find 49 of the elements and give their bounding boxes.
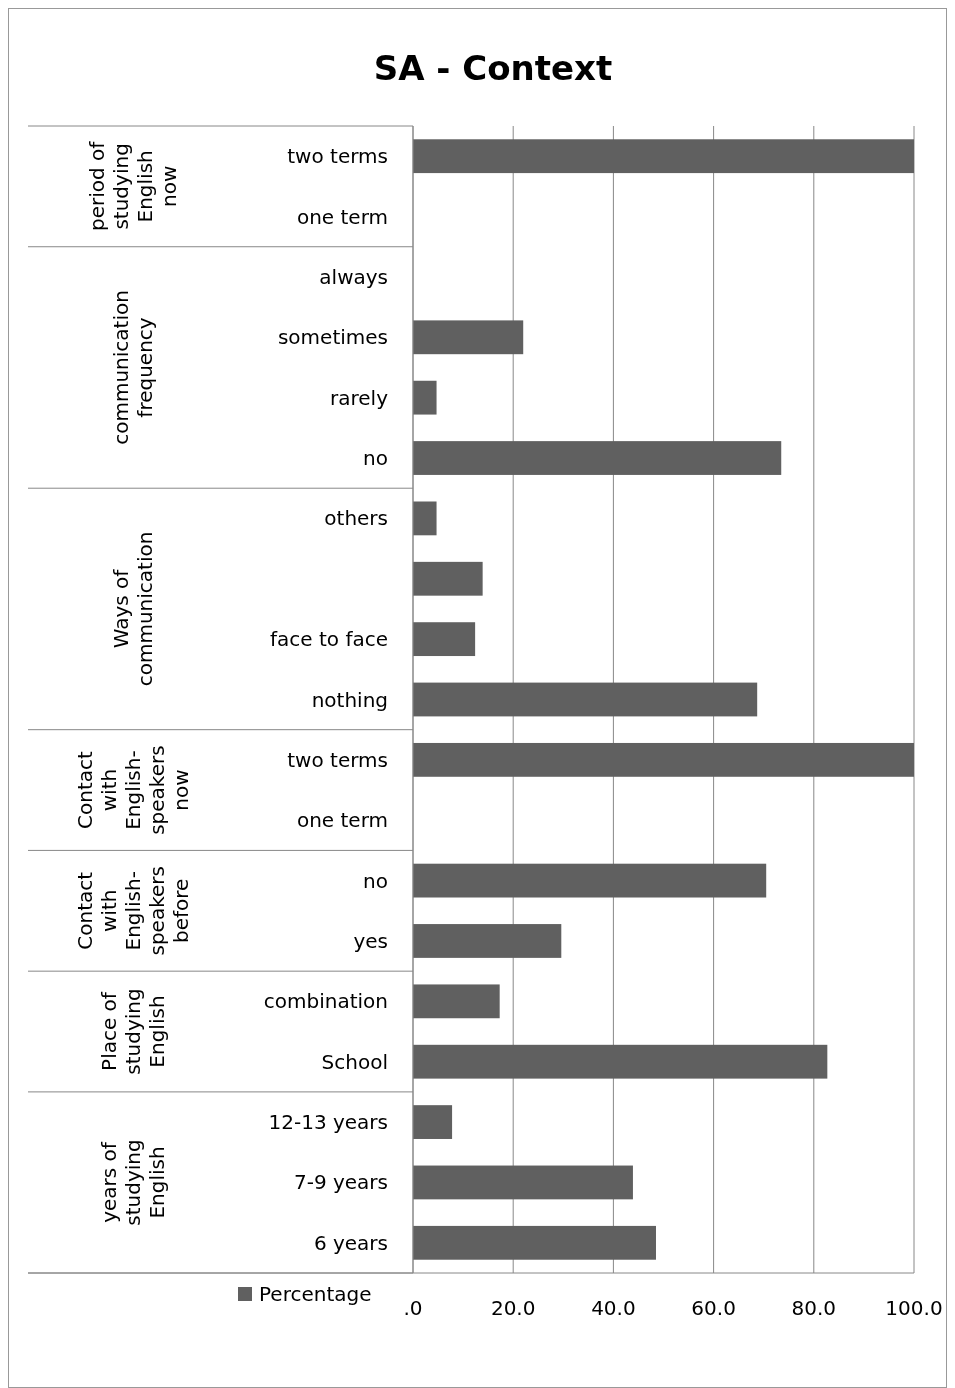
text: Ways of communication [109, 531, 157, 687]
x-tick-label: 20.0 [490, 1296, 536, 1320]
y-tick-label: School [321, 1049, 388, 1074]
y-tick-label: 7-9 years [293, 1170, 388, 1195]
y-tick-label: 6 years [313, 1230, 388, 1255]
y-tick-label: nothing [311, 687, 388, 712]
y-tick-label: face to face [270, 627, 388, 652]
y-tick-label: yes [353, 928, 388, 953]
bar [413, 1044, 828, 1079]
bar [413, 863, 767, 898]
bar [413, 1225, 656, 1260]
bar [413, 561, 483, 596]
bar [413, 682, 758, 717]
bar [413, 1165, 633, 1200]
text: Contact with English-speakers now [73, 745, 193, 835]
y-tick-label: two terms [287, 747, 388, 772]
x-tick-label: 80.0 [791, 1296, 837, 1320]
x-tick-label: 40.0 [591, 1296, 636, 1320]
bar [413, 1105, 453, 1139]
bar [413, 441, 782, 475]
y-tick-label: always [319, 264, 388, 289]
y-tick-label: sometimes [277, 325, 388, 350]
y-tick-label: no [363, 868, 388, 893]
y-tick-label: 12-13 years [268, 1110, 388, 1135]
bar [413, 924, 562, 958]
y-tick-label: one term [296, 808, 388, 833]
y-tick-label: no [363, 446, 388, 471]
text: Place of studying English [97, 988, 169, 1075]
text: years of studying English [97, 1139, 169, 1226]
chart-title: SA - Context [373, 48, 613, 88]
bar [413, 984, 500, 1019]
x-tick-label: .0 [403, 1296, 423, 1320]
bar [413, 501, 437, 536]
legend-label: Percentage [259, 1282, 372, 1306]
text: Contact with English-speakers before [73, 866, 193, 956]
y-tick-label: others [324, 506, 388, 531]
x-tick-label: 100.0 [885, 1296, 943, 1320]
bar [413, 139, 914, 174]
bar [413, 380, 437, 415]
y-tick-label: one term [296, 204, 388, 229]
y-tick-label: combination [263, 989, 388, 1014]
text: period of studying English now [85, 140, 181, 232]
bar [413, 320, 524, 355]
y-tick-label: rarely [330, 385, 389, 410]
text: communication frequency [109, 290, 157, 445]
bar [413, 622, 476, 657]
y-tick-label: two terms [287, 144, 388, 169]
x-tick-label: 60.0 [691, 1296, 736, 1320]
bar [413, 742, 914, 777]
